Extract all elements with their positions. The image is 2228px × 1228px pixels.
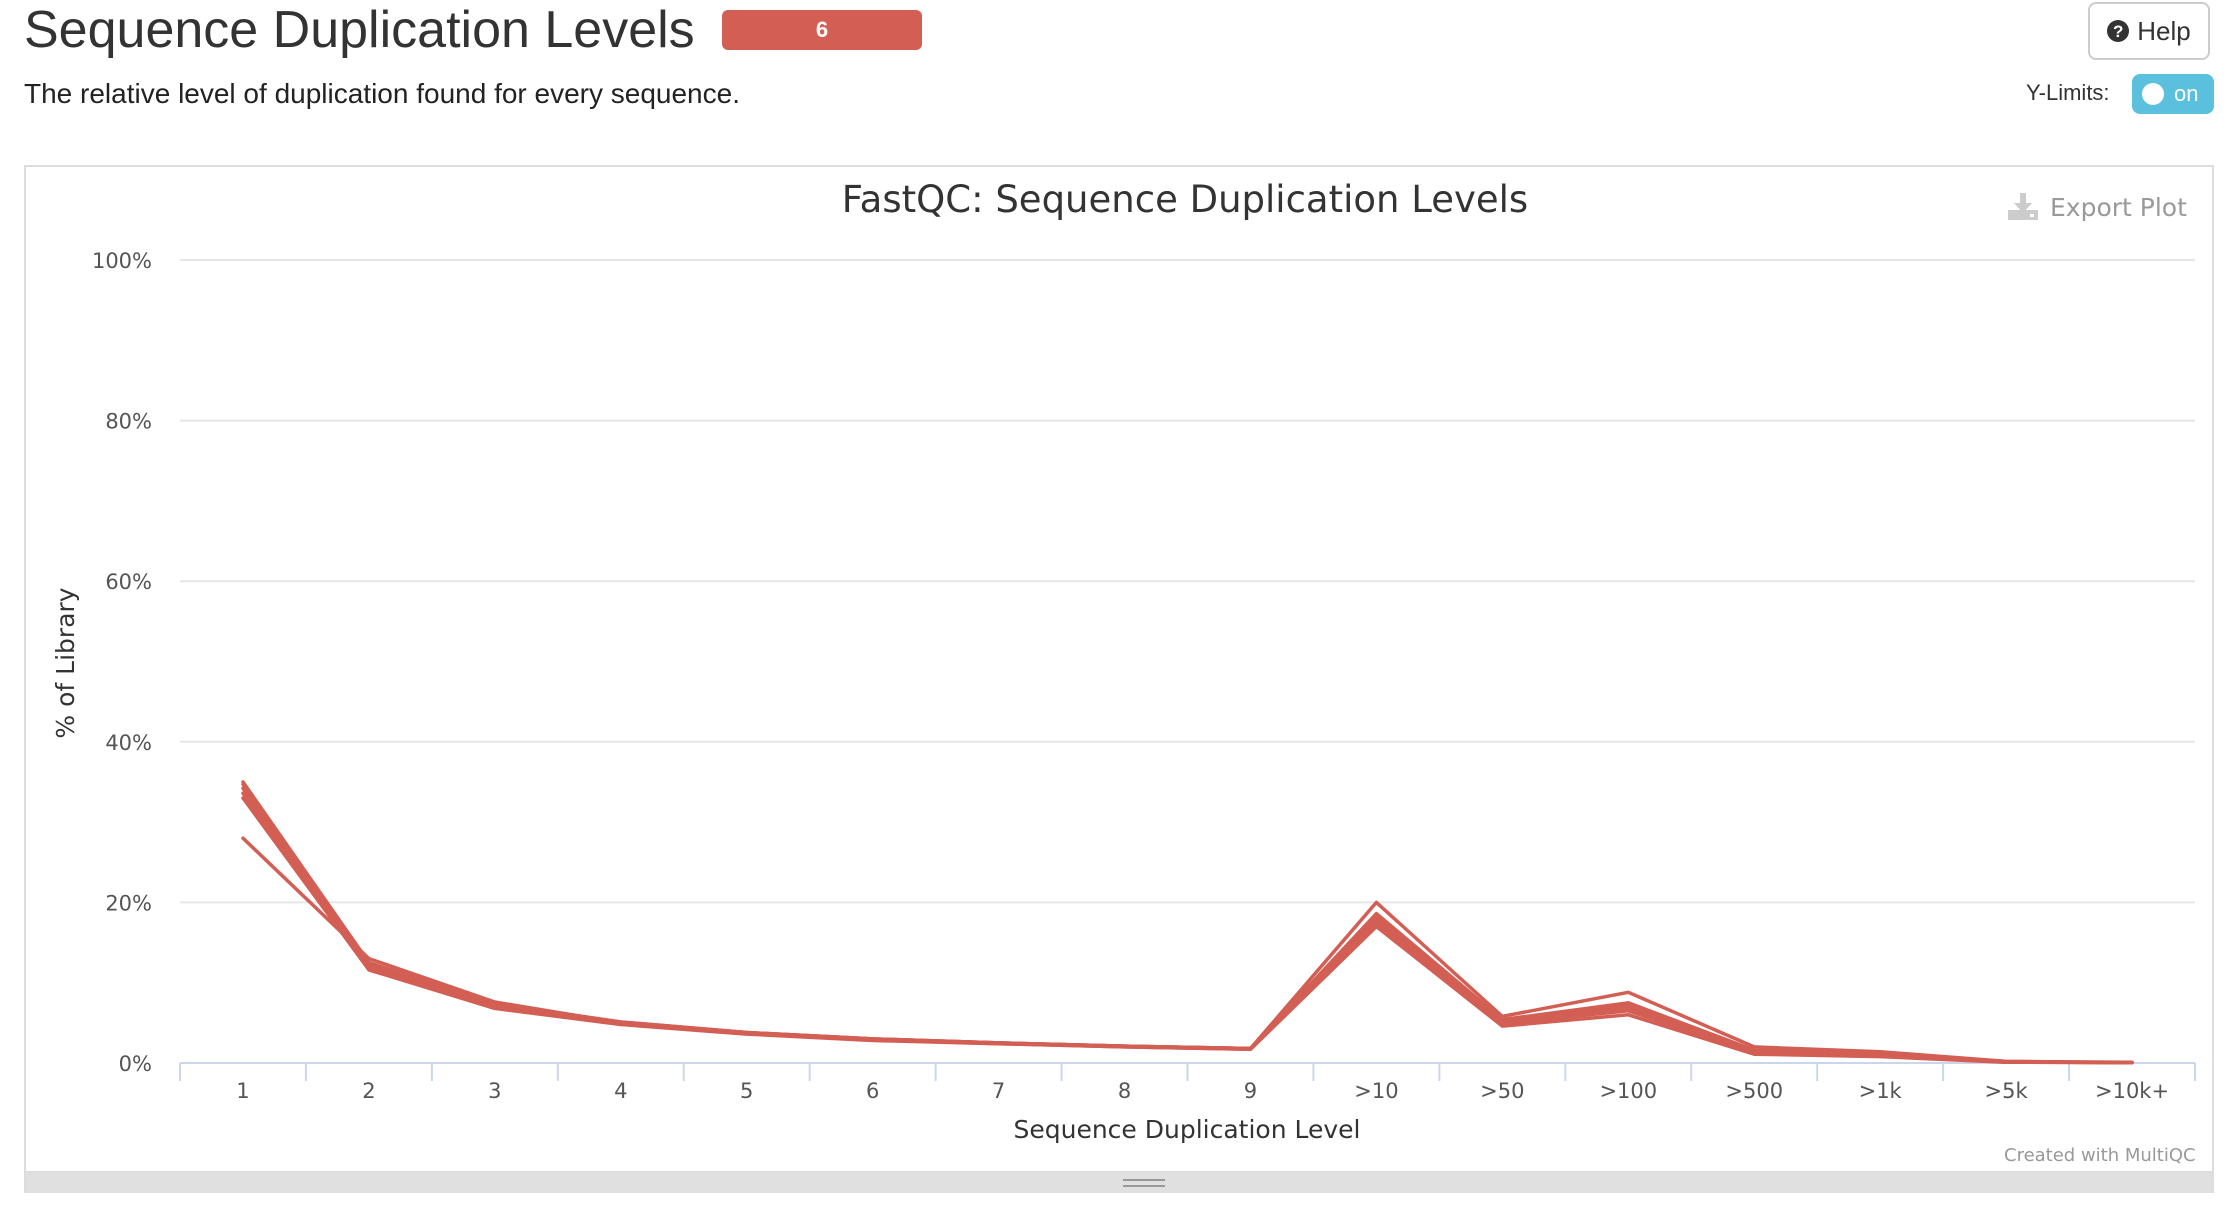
y-limits-label: Y-Limits:	[2026, 80, 2110, 105]
x-tick-label: >1k	[1859, 1079, 1903, 1103]
help-button[interactable]: ? Help	[2088, 2, 2210, 60]
y-axis-title: % of Library	[51, 587, 80, 738]
x-tick-label: 6	[866, 1079, 879, 1103]
x-tick-label: >10k+	[2095, 1079, 2169, 1103]
chart-title: FastQC: Sequence Duplication Levels	[841, 178, 1529, 221]
y-tick-label: 0%	[119, 1052, 152, 1076]
series-line[interactable]	[241, 791, 2134, 1065]
x-tick-label: 2	[362, 1079, 375, 1103]
resize-grip-icon	[1123, 1179, 1165, 1187]
x-tick-label: >100	[1599, 1079, 1657, 1103]
x-axis	[179, 1062, 2196, 1081]
export-plot-label: Export Plot	[2050, 192, 2187, 222]
series-line[interactable]	[241, 780, 2134, 1065]
section-title: Sequence Duplication Levels	[24, 1, 695, 59]
series-line[interactable]	[241, 786, 2134, 1065]
x-tick-label: 3	[488, 1079, 501, 1103]
y-limits-toggle[interactable]: on	[2132, 74, 2214, 114]
help-button-label: Help	[2137, 15, 2191, 46]
x-tick-label: >10	[1354, 1079, 1398, 1103]
x-axis-ticks: 1 2 3 4 5 6 7 8 9 >10 >50 >100 >500 >1k >5k >10k+	[236, 1079, 2169, 1103]
series-line[interactable]	[241, 836, 2134, 1064]
y-tick-label: 100%	[92, 249, 152, 273]
x-tick-label: >5k	[1985, 1079, 2029, 1103]
y-tick-label: 60%	[105, 570, 152, 594]
y-tick-label: 40%	[105, 731, 152, 755]
multiqc-credit: Created with MultiQC	[2004, 1145, 2196, 1166]
x-tick-label: 5	[740, 1079, 753, 1103]
x-tick-label: 1	[236, 1079, 249, 1103]
download-icon	[2008, 193, 2038, 220]
x-tick-label: >50	[1480, 1079, 1524, 1103]
x-tick-label: 7	[992, 1079, 1005, 1103]
series-line[interactable]	[241, 782, 2134, 1065]
section-description: The relative level of duplication found …	[24, 78, 740, 109]
sample-count-badge[interactable]: 6	[722, 10, 922, 50]
y-axis-ticks: 0% 20% 40% 60% 80% 100%	[92, 249, 152, 1076]
x-tick-label: 8	[1118, 1079, 1131, 1103]
x-tick-label: >500	[1725, 1079, 1783, 1103]
series-lines	[241, 780, 2134, 1065]
series-line[interactable]	[241, 796, 2134, 1065]
x-tick-label: 9	[1244, 1079, 1257, 1103]
x-axis-title: Sequence Duplication Level	[1013, 1115, 1360, 1144]
grid-lines	[180, 259, 2195, 904]
question-circle-icon: ?	[2107, 20, 2130, 42]
toggle-knob	[2142, 83, 2164, 105]
x-tick-label: 4	[614, 1079, 627, 1103]
y-tick-label: 20%	[105, 891, 152, 915]
export-plot-button[interactable]: Export Plot	[2006, 192, 2187, 222]
toggle-state-label: on	[2174, 81, 2199, 106]
plot-panel	[24, 165, 2214, 1173]
plot-resize-handle[interactable]	[24, 1173, 2214, 1193]
y-tick-label: 80%	[105, 410, 152, 434]
